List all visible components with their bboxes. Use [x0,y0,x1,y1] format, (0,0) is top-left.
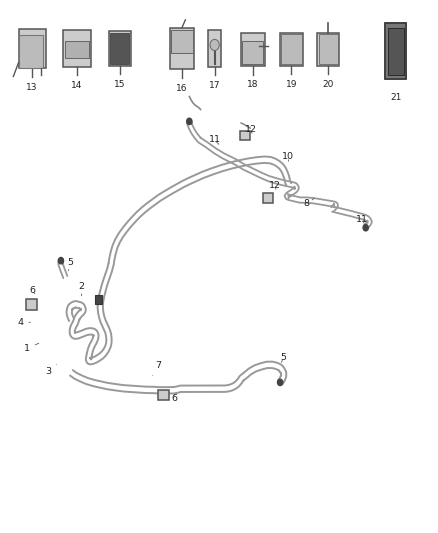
FancyBboxPatch shape [63,30,91,67]
Text: 17: 17 [209,81,220,90]
FancyBboxPatch shape [280,33,303,66]
Text: 6: 6 [29,286,35,295]
Text: 15: 15 [114,80,126,89]
FancyBboxPatch shape [282,34,301,64]
Text: 3: 3 [46,365,57,376]
FancyBboxPatch shape [388,28,404,75]
FancyBboxPatch shape [158,390,169,400]
Text: 11: 11 [356,215,368,224]
Text: 21: 21 [390,93,402,102]
FancyBboxPatch shape [18,29,46,68]
Text: 19: 19 [286,80,297,89]
FancyBboxPatch shape [65,42,89,58]
FancyBboxPatch shape [109,31,131,66]
Text: 12: 12 [244,125,256,134]
FancyBboxPatch shape [110,33,130,64]
Circle shape [58,257,64,264]
Text: 6: 6 [171,394,177,403]
Text: 10: 10 [282,152,294,161]
FancyBboxPatch shape [385,23,406,79]
FancyBboxPatch shape [18,35,43,68]
Text: 13: 13 [26,83,38,92]
FancyBboxPatch shape [208,30,221,67]
Circle shape [363,224,368,231]
Text: 20: 20 [322,80,334,89]
Text: 12: 12 [269,181,281,190]
Text: 2: 2 [78,282,85,296]
Text: 5: 5 [67,258,74,271]
Circle shape [278,379,283,385]
FancyBboxPatch shape [95,295,102,304]
FancyBboxPatch shape [25,300,37,310]
Text: 11: 11 [208,135,221,144]
Text: 1: 1 [24,343,39,353]
FancyBboxPatch shape [318,34,338,64]
Text: 5: 5 [281,353,286,362]
FancyBboxPatch shape [317,33,339,66]
Text: 7: 7 [152,361,161,376]
FancyBboxPatch shape [170,28,194,69]
Circle shape [210,39,219,51]
FancyBboxPatch shape [240,132,250,140]
FancyBboxPatch shape [385,23,406,79]
FancyBboxPatch shape [240,33,265,66]
Text: 14: 14 [71,81,83,90]
FancyBboxPatch shape [242,42,263,64]
FancyBboxPatch shape [171,30,193,53]
Text: 18: 18 [247,80,258,90]
Text: 16: 16 [176,84,187,93]
FancyBboxPatch shape [263,193,273,203]
Text: 8: 8 [304,198,314,208]
Text: 4: 4 [18,318,30,327]
Circle shape [187,118,192,125]
